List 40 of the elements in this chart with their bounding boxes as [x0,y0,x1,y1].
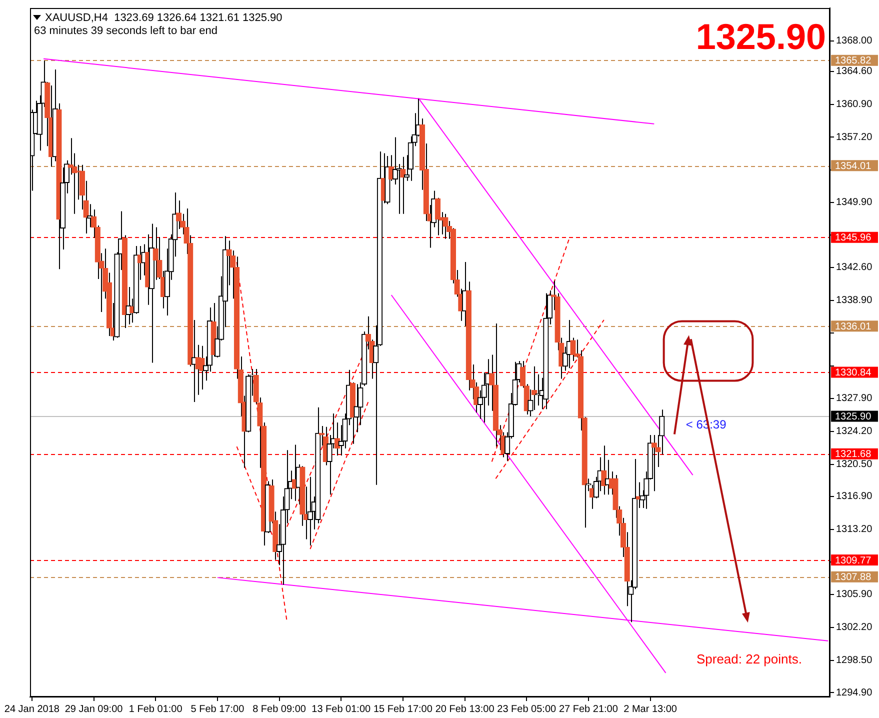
y-tick-label: 1320.50 [836,459,873,470]
x-tick-label: 8 Feb 09:00 [252,704,306,715]
y-tick-label: 1294.90 [836,687,873,698]
x-tick-label: 23 Feb 05:00 [497,704,557,715]
ref-line-label: 1336.01 [835,321,872,332]
x-tick-label: 24 Jan 2018 [4,704,60,715]
y-tick-label: 1342.60 [836,262,873,274]
x-tick-label: 5 Feb 17:00 [190,704,245,715]
y-tick-label: 1338.90 [836,295,873,306]
x-tick-label: 20 Feb 13:00 [435,704,495,715]
y-tick-label: 1316.90 [836,491,873,502]
ref-line-label: 1309.77 [835,555,872,566]
ref-line-label: 1354.01 [835,160,872,172]
y-tick-label: 1364.60 [836,66,873,78]
y-tick-label: 1357.20 [836,132,873,143]
y-tick-label: 1298.50 [836,655,873,666]
x-tick-label: 1 Feb 01:00 [128,704,183,715]
x-tick-label: 15 Feb 17:00 [373,704,433,715]
y-tick-label: 1324.20 [836,426,873,438]
y-tick-label: 1327.90 [836,393,873,404]
y-tick-label: 1313.20 [836,524,873,536]
y-tick-label: 1360.90 [836,99,873,110]
x-tick-label: 2 Mar 13:00 [624,704,678,715]
annotation: 1325.90 [696,16,826,57]
x-tick-label: 27 Feb 21:00 [558,704,618,715]
y-tick-label: 1305.90 [836,589,873,600]
y-tick-label: 1302.20 [836,622,873,634]
annotation: Spread: 22 points. [696,652,802,667]
chart-title: XAUUSD,H4 1323.69 1326.64 1321.61 1325.90 [45,12,282,24]
ref-line-label: 1307.88 [835,572,872,584]
y-tick-label: 1349.90 [836,197,873,208]
ref-line-label: 1345.96 [835,232,872,244]
ref-line-label: 1321.68 [835,449,872,460]
ref-line-label: 1325.90 [835,411,872,422]
ref-line-label: 1330.84 [835,367,872,378]
x-tick-label: 29 Jan 09:00 [64,704,124,715]
text: 63 minutes 39 seconds left to bar end [34,25,218,38]
ref-line-label: 1365.82 [835,56,872,67]
y-tick-label: 1368.00 [836,36,873,47]
x-tick-label: 13 Feb 01:00 [312,704,372,715]
